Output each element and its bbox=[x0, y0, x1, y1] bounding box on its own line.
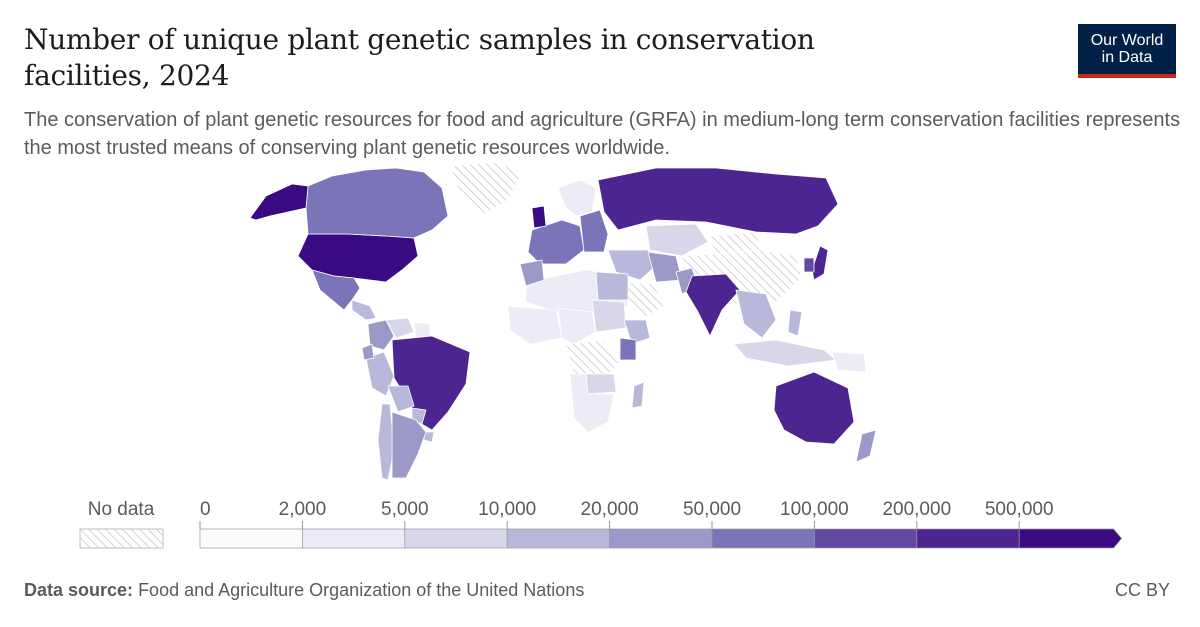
region-europe-west[interactable] bbox=[527, 219, 585, 265]
region-indonesia[interactable] bbox=[733, 339, 837, 367]
legend-tick-label: 200,000 bbox=[882, 499, 951, 520]
legend-bin-4[interactable] bbox=[609, 528, 713, 549]
region-united-kingdom[interactable] bbox=[531, 205, 547, 229]
region-arabian-peninsula[interactable] bbox=[623, 281, 665, 319]
legend-tick-label: 5,000 bbox=[381, 499, 429, 520]
legend-bin-7[interactable] bbox=[916, 528, 1020, 549]
chart-title: Number of unique plant genetic samples i… bbox=[24, 23, 815, 92]
region-greenland[interactable] bbox=[449, 161, 523, 217]
region-russia[interactable] bbox=[597, 167, 839, 235]
region-kazakhstan[interactable] bbox=[645, 223, 709, 257]
region-canada[interactable] bbox=[305, 167, 449, 239]
no-data-swatch bbox=[79, 528, 164, 549]
legend-bin-2[interactable] bbox=[404, 528, 508, 549]
legend-bins bbox=[199, 528, 1123, 549]
data-source: Data source: Food and Agriculture Organi… bbox=[24, 580, 584, 601]
region-chile[interactable] bbox=[377, 403, 395, 481]
region-west-africa[interactable] bbox=[507, 305, 563, 345]
region-middle-east[interactable] bbox=[607, 249, 659, 281]
region-bolivia[interactable] bbox=[387, 385, 415, 413]
region-zambia-zimbabwe[interactable] bbox=[585, 373, 617, 395]
region-scandinavia[interactable] bbox=[557, 179, 597, 217]
region-southeast-asia[interactable] bbox=[735, 289, 777, 339]
region-kenya[interactable] bbox=[619, 337, 637, 361]
legend-tick-label: 0 bbox=[200, 499, 211, 520]
region-guianas[interactable] bbox=[413, 321, 431, 339]
legend-bin-1[interactable] bbox=[302, 528, 406, 549]
logo-line-1: Our World bbox=[1090, 32, 1164, 49]
region-central-america[interactable] bbox=[351, 299, 377, 321]
legend-bin-3[interactable] bbox=[506, 528, 610, 549]
region-egypt[interactable] bbox=[595, 271, 629, 301]
legend-tick-label: 10,000 bbox=[478, 499, 536, 520]
legend-bin-0[interactable] bbox=[199, 528, 303, 549]
region-japan[interactable] bbox=[811, 245, 829, 281]
region-philippines[interactable] bbox=[787, 309, 803, 337]
region-madagascar[interactable] bbox=[631, 381, 645, 409]
region-ecuador[interactable] bbox=[361, 343, 375, 361]
data-source-label: Data source: bbox=[24, 580, 134, 600]
region-morocco[interactable] bbox=[519, 259, 545, 287]
no-data-label: No data bbox=[88, 499, 155, 520]
legend-bin-5[interactable] bbox=[711, 528, 815, 549]
region-congo-region[interactable] bbox=[565, 339, 621, 377]
region-korea[interactable] bbox=[803, 257, 815, 273]
region-new-zealand[interactable] bbox=[855, 429, 876, 463]
region-venezuela[interactable] bbox=[385, 317, 415, 339]
region-sudan[interactable] bbox=[591, 299, 627, 333]
legend-tick-label: 100,000 bbox=[780, 499, 849, 520]
region-ethiopia[interactable] bbox=[623, 319, 651, 345]
region-iran[interactable] bbox=[647, 251, 683, 283]
region-colombia[interactable] bbox=[367, 319, 395, 351]
region-papua-new-guinea[interactable] bbox=[831, 351, 867, 373]
logo-line-2: in Data bbox=[1101, 49, 1153, 66]
legend-bin-6[interactable] bbox=[814, 528, 918, 549]
legend-ticks: 0 2,000 5,000 10,000 20,000 50,000 100,000 200,… bbox=[199, 499, 1054, 529]
legend-tick-label: 2,000 bbox=[279, 499, 327, 520]
region-argentina[interactable] bbox=[391, 411, 427, 479]
region-central-africa[interactable] bbox=[557, 307, 597, 345]
legend-tick-label: 50,000 bbox=[683, 499, 741, 520]
data-source-text[interactable]: Food and Agriculture Organization of the… bbox=[138, 580, 585, 600]
chart-subtitle: The conservation of plant genetic resour… bbox=[24, 109, 1181, 159]
license-link[interactable]: CC BY bbox=[1114, 580, 1170, 600]
region-alaska[interactable] bbox=[249, 183, 309, 221]
legend-tick-label: 500,000 bbox=[985, 499, 1054, 520]
legend-tick-label: 20,000 bbox=[581, 499, 639, 520]
region-europe-east[interactable] bbox=[579, 209, 609, 253]
map-regions bbox=[249, 161, 876, 481]
owid-logo[interactable]: Our World in Data bbox=[1078, 24, 1176, 78]
world-map bbox=[249, 161, 876, 481]
region-australia[interactable] bbox=[773, 371, 855, 445]
region-india[interactable] bbox=[685, 273, 741, 337]
legend-bin-8[interactable] bbox=[1018, 528, 1123, 549]
